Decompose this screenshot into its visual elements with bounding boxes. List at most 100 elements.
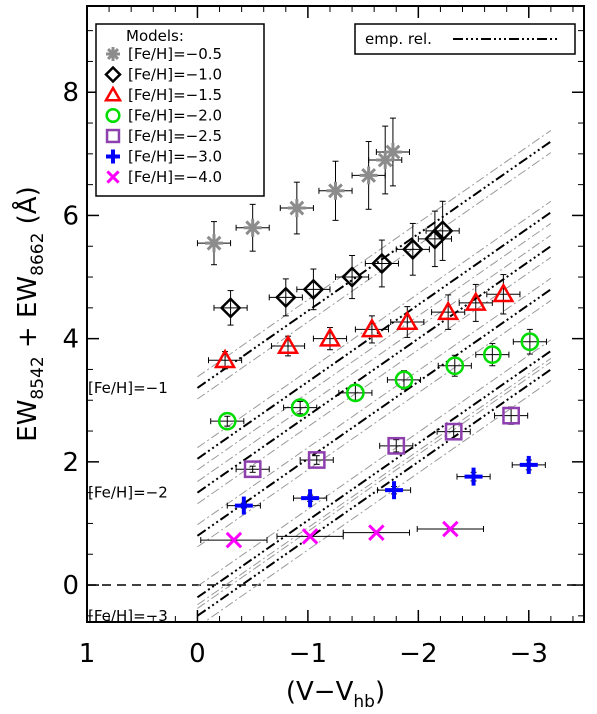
marker-shape [307, 451, 326, 469]
x-tick-label: 1 [79, 639, 96, 669]
data-point [326, 181, 345, 200]
error-bar [458, 283, 493, 322]
marker-shape [445, 356, 465, 376]
data-point [341, 266, 363, 288]
error-bar [210, 415, 245, 427]
legend-marker [104, 65, 122, 84]
marker-shape [360, 317, 384, 338]
marker-shape [431, 220, 454, 242]
data-point [301, 489, 320, 508]
data-point [424, 228, 446, 250]
data-point [219, 297, 242, 319]
data-point [385, 481, 404, 500]
error-bar [425, 200, 460, 261]
emp-legend-label: emp. rel. [365, 30, 432, 48]
data-point [368, 524, 385, 541]
data-point [387, 436, 406, 455]
legend-label: [Fe/H]=−1.5 [128, 86, 222, 104]
marker-stroke [106, 170, 120, 184]
marker-shape [104, 65, 122, 84]
legend-label: [Fe/H]=−2.5 [128, 127, 222, 145]
data-point [213, 348, 237, 369]
data-point [396, 310, 419, 331]
x-tick-label: −3 [510, 639, 548, 669]
series-triangle [207, 274, 521, 370]
error-bar [296, 268, 331, 311]
data-point [394, 370, 414, 390]
data-point [371, 252, 393, 275]
empirical-band-line [197, 339, 552, 587]
error-bar [235, 465, 270, 473]
data-point [225, 531, 243, 549]
legend-label: [Fe/H]=−2.0 [128, 107, 222, 125]
empirical-relation-line [196, 368, 552, 617]
y-tick-label: 8 [62, 78, 79, 108]
data-point [402, 238, 424, 261]
empirical-band-line [197, 152, 552, 400]
marker-shape [502, 406, 521, 425]
data-point [431, 220, 454, 242]
marker-shape [402, 238, 424, 261]
marker-stroke [368, 524, 385, 541]
data-point [301, 528, 319, 545]
data-point [482, 345, 502, 365]
marker-stroke [206, 235, 222, 251]
marker-stroke [385, 144, 401, 160]
y-axis-label-sub1: 8542 [28, 356, 48, 399]
data-point [302, 278, 325, 301]
legend-marker [106, 170, 120, 184]
error-bar [213, 290, 248, 326]
data-point [243, 218, 262, 237]
data-point [383, 142, 402, 161]
series-square [235, 406, 529, 479]
relation-label: [Fe/H]=−1 [88, 379, 168, 397]
error-bar [395, 222, 430, 276]
marker-shape [394, 370, 414, 390]
y-tick-label: 4 [62, 325, 79, 355]
marker-shape [217, 411, 237, 431]
marker-shape [387, 436, 406, 455]
data-point [205, 234, 224, 253]
data-point [464, 291, 487, 311]
marker-shape [396, 310, 419, 331]
marker-shape [464, 291, 487, 311]
y-axis-label-ew2: + EW [13, 276, 43, 356]
data-point [243, 460, 262, 479]
marker-stroke [361, 167, 377, 183]
empirical-band-line [197, 357, 552, 606]
series-circle [210, 328, 547, 431]
legend-label: [Fe/H]=−1.0 [128, 66, 222, 84]
data-point [234, 496, 253, 515]
error-bar [417, 210, 452, 268]
data-point [502, 406, 521, 425]
marker-shape [302, 278, 325, 301]
marker-shape [103, 85, 123, 102]
empirical-band-line [203, 380, 552, 622]
empirical-relation-labels: [Fe/H]=−1 [Fe/H]=−2 [Fe/H]=−3 [88, 379, 168, 625]
marker-stroke [289, 200, 305, 216]
error-bar [299, 455, 334, 465]
legend-title: Models: [126, 27, 184, 45]
data-point [444, 422, 463, 441]
empirical-band-line [197, 361, 552, 609]
data-point [287, 199, 306, 218]
marker-shape [213, 348, 237, 369]
data-point [360, 317, 384, 338]
axis-ticks: 1 0 −1 −2 −3 0 2 4 6 8 [62, 6, 584, 669]
marker-stroke [106, 47, 120, 61]
data-point [436, 300, 460, 321]
models-legend: Models:[Fe/H]=−0.5 [Fe/H]=−1.0 [Fe/H]=−1.5… [95, 23, 265, 197]
x-axis-label-sub: hb [353, 692, 375, 712]
error-bar [486, 274, 521, 315]
series-plus [226, 455, 546, 515]
legend-marker [105, 107, 121, 124]
relation-label: [Fe/H]=−3 [88, 607, 168, 625]
legend-marker [106, 149, 120, 164]
series-diamond [213, 200, 460, 326]
data-point [445, 356, 465, 376]
empirical-relation-legend: emp. rel. [354, 23, 576, 55]
data-point [346, 383, 365, 403]
empirical-band-line [197, 223, 552, 471]
x-tick-label: 0 [189, 639, 206, 669]
